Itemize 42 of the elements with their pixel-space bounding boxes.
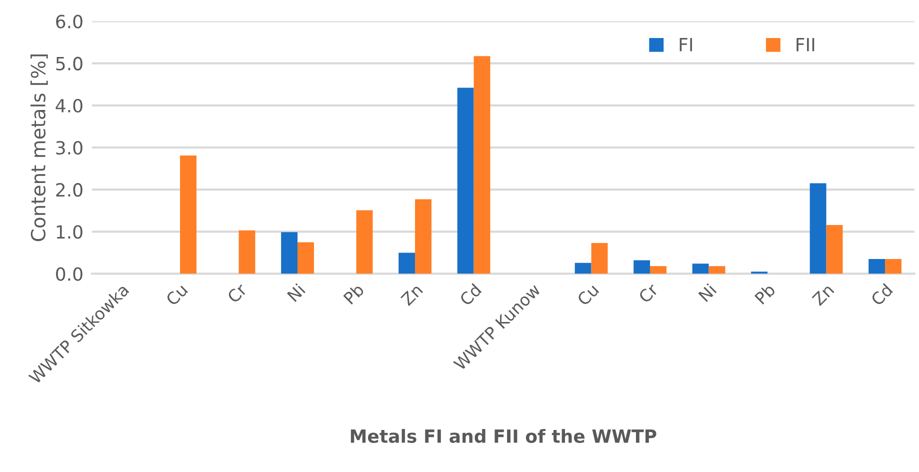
legend-label: FII: [796, 38, 814, 52]
y-tick-label: 2.0: [56, 183, 82, 197]
bar: [574, 262, 592, 274]
bar: [298, 242, 314, 274]
bar: [238, 230, 256, 274]
x-axis-title: Metals FI and FII of the WWTP: [350, 428, 656, 443]
bar: [281, 232, 298, 274]
x-tick-label: Zn: [400, 283, 423, 306]
x-tick-label: Cd: [458, 283, 482, 306]
x-tick-label: Zn: [812, 283, 834, 306]
y-tick-label: 3.0: [56, 140, 82, 155]
x-tick-label: Cr: [638, 282, 660, 304]
bar: [826, 224, 843, 274]
bar: [692, 264, 709, 274]
x-tick-label: Cd: [870, 283, 894, 306]
bar: [708, 266, 726, 274]
bar: [868, 259, 886, 274]
y-tick-label: 4.0: [56, 98, 82, 113]
y-tick-label: 0.0: [56, 267, 82, 281]
bar: [474, 56, 490, 274]
x-tick-label: Ni: [286, 283, 306, 302]
x-tick-label: Cr: [226, 282, 248, 304]
bar: [180, 155, 196, 274]
x-tick-label: Pb: [342, 282, 365, 305]
bar: [415, 199, 432, 274]
bar: [356, 210, 373, 274]
bar: [634, 260, 650, 274]
bar: [650, 266, 666, 274]
bar: [457, 88, 474, 274]
y-tick-label: 1.0: [56, 225, 82, 239]
x-tick-label: Ni: [698, 283, 717, 302]
y-axis-title: Content metals [%]: [30, 54, 48, 242]
bar: [398, 252, 416, 274]
y-tick-label: 5.0: [56, 56, 82, 70]
x-tick-label: Cu: [576, 283, 600, 306]
x-tick-label: Cu: [165, 283, 188, 306]
bar: [810, 183, 826, 274]
bar: [885, 259, 902, 274]
y-tick-label: 6.0: [56, 14, 82, 28]
legend-label: FI: [680, 38, 692, 52]
bar: [591, 243, 608, 274]
x-tick-label: Pb: [754, 282, 776, 305]
